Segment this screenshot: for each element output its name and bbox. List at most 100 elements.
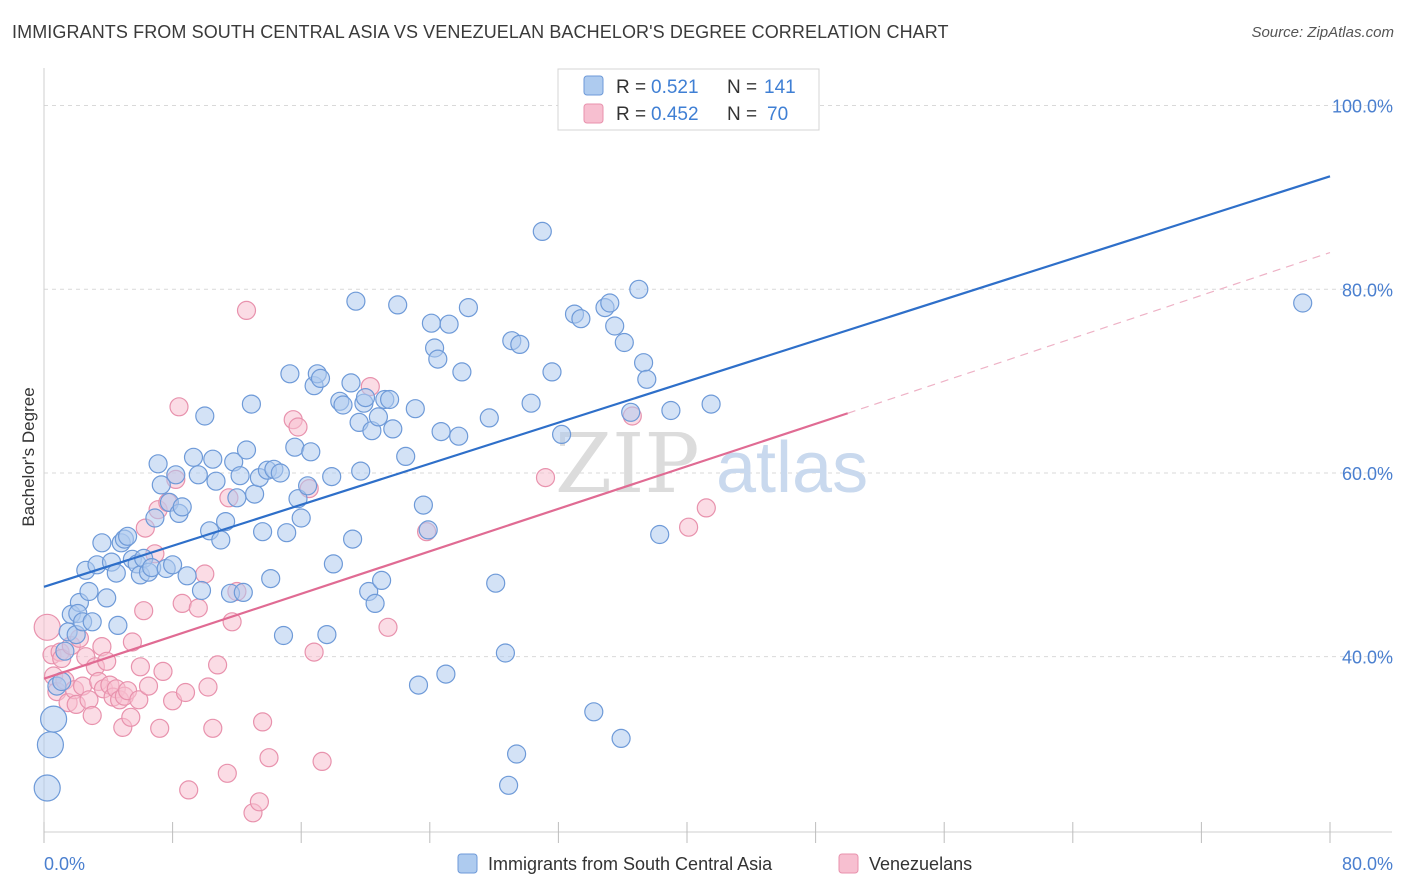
immigrants-point-89 (368, 407, 388, 427)
immigrants-point-31 (148, 454, 168, 474)
venezuelans-point-47 (195, 564, 215, 584)
legend-bottom-swatch-blue (457, 853, 478, 874)
immigrants-point-35 (163, 555, 183, 575)
immigrants-points (33, 221, 1313, 802)
immigrants-point-1 (36, 731, 65, 759)
immigrants-point-23 (117, 526, 138, 546)
immigrants-point-63 (273, 625, 294, 646)
immigrants-point-115 (510, 334, 530, 354)
immigrants-point-30 (145, 508, 165, 528)
immigrants-point-132 (650, 524, 670, 545)
venezuelans-point-29 (122, 632, 142, 652)
immigrants-point-81 (346, 291, 366, 311)
legend-bottom-label-2: Venezuelans (869, 854, 972, 874)
immigrants-point-85 (355, 388, 376, 408)
immigrants-point-38 (172, 497, 192, 517)
y-axis-label: Bachelor's Degree (19, 387, 38, 526)
immigrants-point-118 (542, 362, 562, 382)
immigrants-point-46 (206, 471, 226, 491)
immigrants-point-127 (614, 332, 634, 353)
immigrants-point-107 (452, 362, 472, 382)
legend-bottom-swatch-pink (838, 853, 859, 874)
immigrants-point-47 (211, 530, 231, 550)
immigrants-point-129 (629, 279, 649, 299)
venezuelans-point-71 (696, 498, 716, 518)
venezuelans-point-55 (236, 300, 257, 320)
venezuelans-point-61 (288, 417, 308, 437)
immigrants-point-114 (506, 744, 527, 764)
venezuelans-point-32 (134, 601, 154, 621)
legend-n-value-2: 70 (767, 104, 788, 125)
immigrants-point-32 (151, 475, 171, 495)
immigrants-point-109 (479, 408, 499, 428)
immigrants-point-100 (421, 313, 441, 333)
venezuelans-point-50 (208, 655, 228, 675)
immigrants-point-125 (605, 316, 625, 336)
trend-line-venezuelans (43, 412, 849, 680)
chart-title: IMMIGRANTS FROM SOUTH CENTRAL ASIA VS VE… (12, 22, 949, 42)
immigrants-point-130 (633, 353, 654, 373)
venezuelans-point-66 (378, 617, 398, 637)
immigrants-point-74 (317, 624, 337, 645)
immigrants-point-98 (413, 495, 433, 515)
venezuelans-point-15 (82, 705, 102, 726)
immigrants-point-43 (195, 406, 215, 426)
legend-r-value-2: 0.452 (651, 104, 699, 125)
immigrants-point-92 (380, 389, 400, 410)
immigrants-point-93 (383, 419, 403, 439)
immigrants-point-94 (388, 295, 408, 315)
immigrants-point-108 (458, 298, 478, 318)
immigrants-point-121 (571, 309, 591, 329)
immigrants-point-65 (280, 364, 300, 384)
venezuelans-point-42 (169, 397, 189, 417)
immigrants-point-122 (584, 702, 604, 722)
immigrants-point-97 (408, 675, 429, 695)
venezuelans-point-57 (249, 792, 269, 812)
watermark-atlas: atlas (716, 428, 868, 508)
immigrants-point-116 (521, 393, 541, 413)
venezuelans-point-51 (217, 763, 237, 783)
immigrants-point-45 (203, 449, 223, 469)
legend-n-label-2: N = (727, 104, 757, 125)
immigrants-point-126 (611, 728, 631, 749)
immigrants-point-42 (191, 580, 212, 601)
venezuelans-point-46 (188, 598, 208, 618)
immigrants-point-135 (1293, 293, 1313, 313)
venezuelans-point-43 (172, 593, 192, 614)
y-tick-label-60: 60.0% (1342, 464, 1393, 484)
immigrants-point-104 (436, 664, 456, 684)
grid-layer (44, 105, 1392, 658)
y-tick-label-100: 100.0% (1332, 97, 1393, 117)
watermark: ZIP atlas (555, 417, 868, 512)
legend-bottom-label-1: Immigrants from South Central Asia (488, 854, 773, 874)
immigrants-point-40 (183, 447, 204, 467)
venezuelans-point-48 (198, 677, 218, 697)
legend-n-label-1: N = (727, 77, 757, 98)
immigrants-point-14 (82, 612, 102, 632)
immigrants-point-96 (405, 399, 425, 419)
legend-r-label-2: R = (616, 104, 646, 125)
immigrants-point-70 (301, 442, 321, 462)
immigrants-point-103 (431, 422, 451, 442)
trend-line-immigrants (43, 175, 1331, 588)
immigrants-point-54 (236, 440, 257, 460)
venezuelans-point-37 (150, 718, 170, 738)
immigrants-point-73 (310, 368, 331, 388)
trend-lines (43, 175, 1331, 680)
immigrants-point-2 (39, 705, 68, 733)
immigrants-point-13 (79, 581, 99, 602)
immigrants-point-83 (351, 461, 371, 481)
immigrants-point-17 (97, 588, 117, 608)
immigrants-point-0 (33, 774, 61, 802)
immigrants-point-5 (55, 641, 75, 661)
legend-swatch-blue (583, 75, 604, 96)
immigrants-point-124 (600, 293, 620, 313)
immigrants-point-134 (701, 394, 721, 414)
x-tick-label-0: 0.0% (44, 854, 85, 874)
immigrants-point-68 (291, 508, 311, 528)
immigrants-point-102 (428, 349, 448, 369)
immigrants-point-133 (661, 400, 681, 421)
immigrants-point-128 (621, 402, 641, 422)
venezuelans-point-63 (304, 642, 324, 662)
